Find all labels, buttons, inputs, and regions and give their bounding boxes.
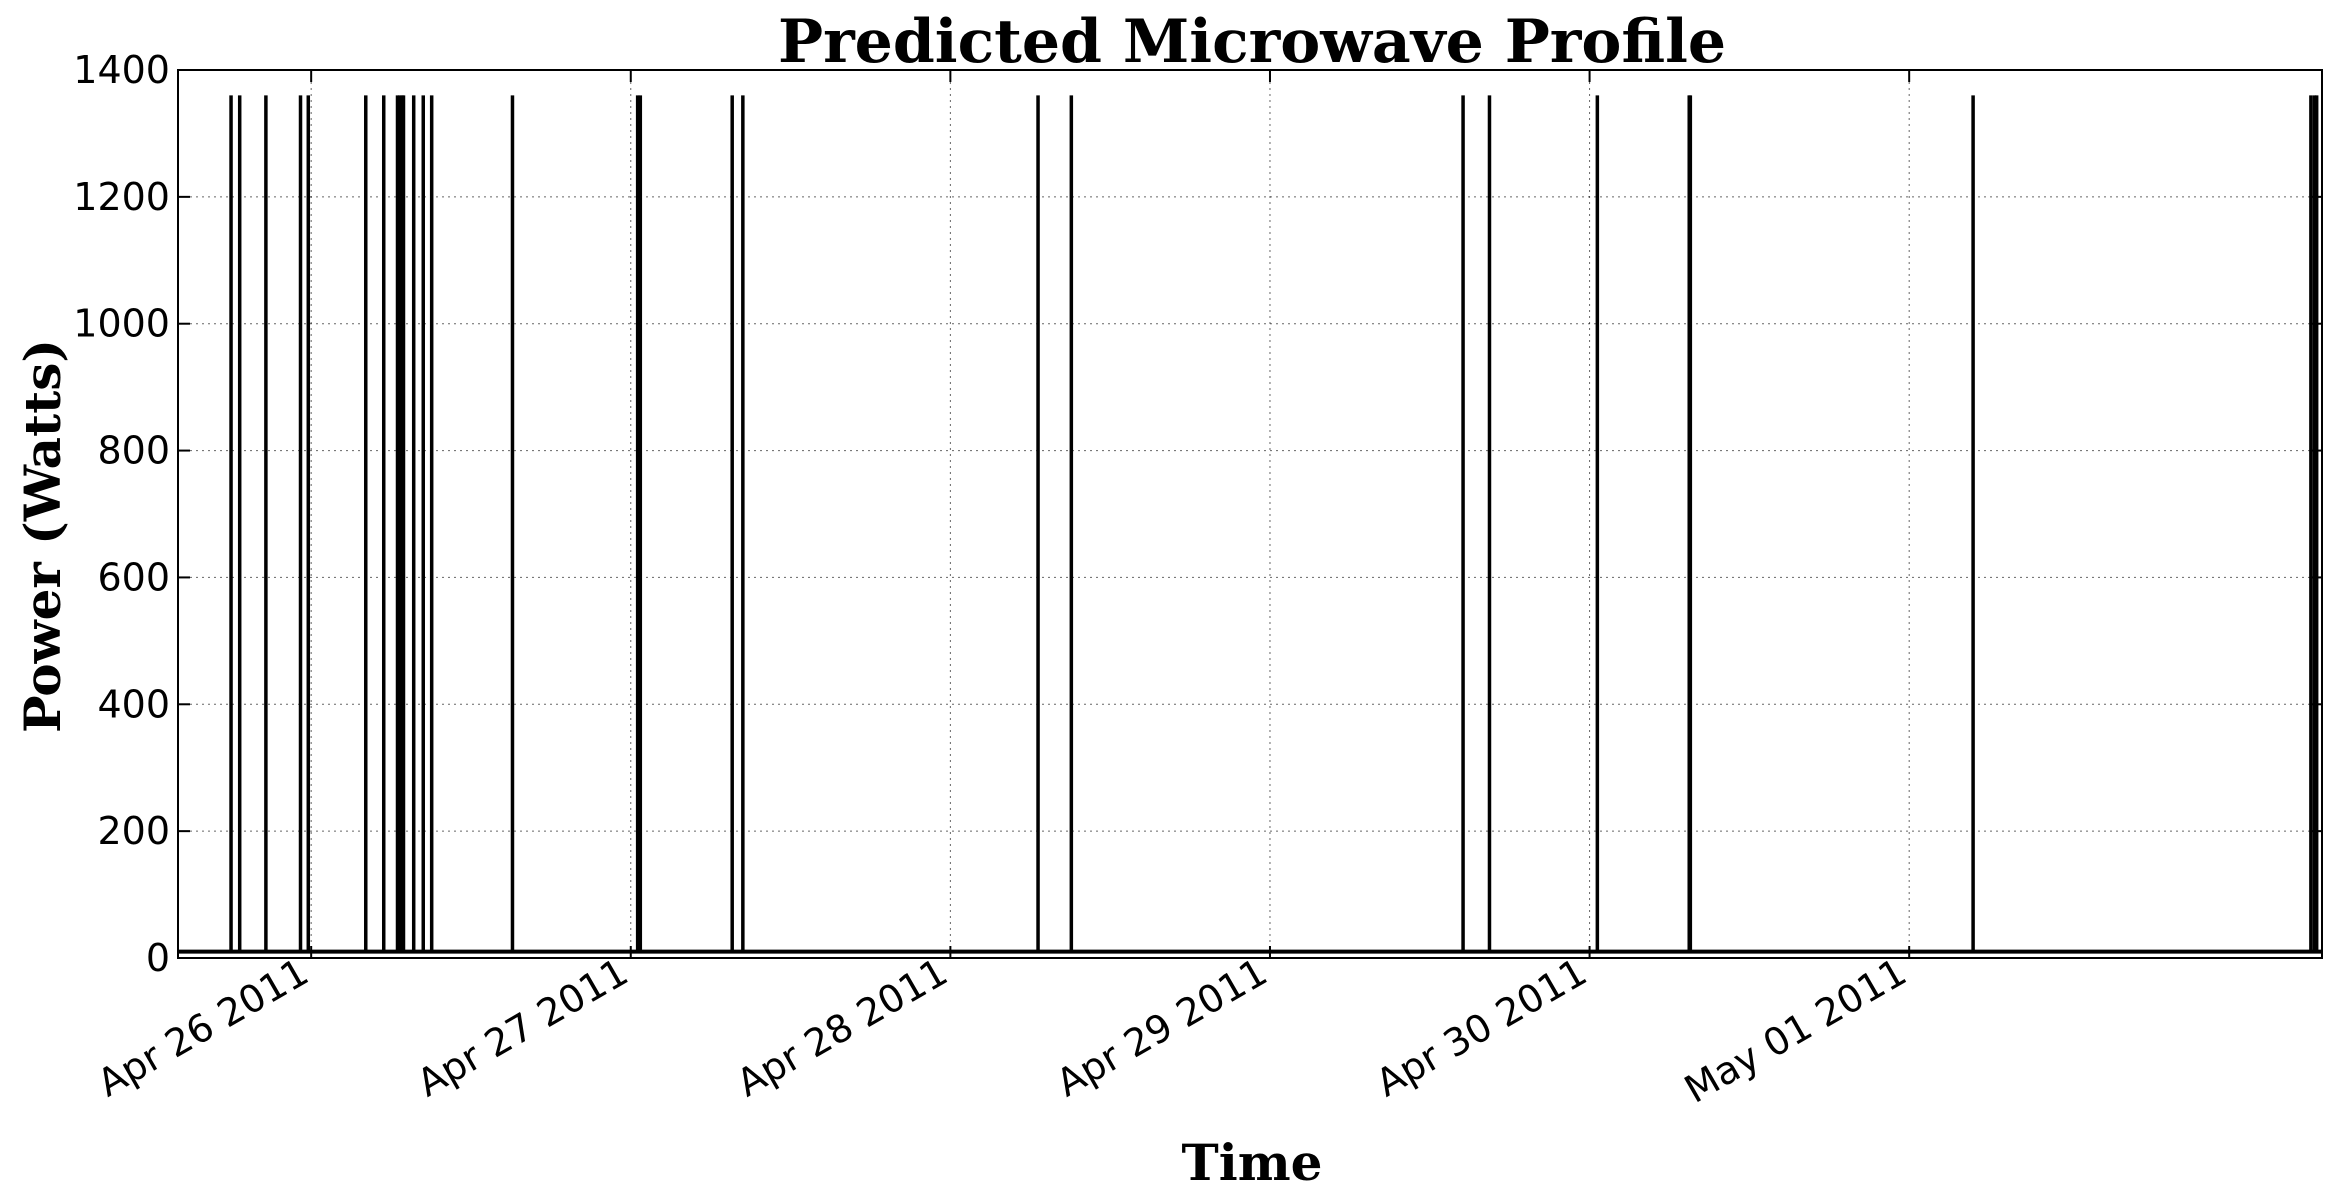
plot-area	[177, 69, 2323, 959]
x-tick-label: Apr 29 2011	[1049, 950, 1274, 1106]
chart-title: Predicted Microwave Profile	[778, 7, 1726, 77]
y-tick-label: 400	[97, 682, 170, 726]
x-tick-label: Apr 27 2011	[410, 950, 635, 1106]
y-tick-label: 600	[97, 555, 170, 599]
y-tick-label: 200	[97, 809, 170, 853]
y-tick-label: 0	[146, 936, 170, 980]
y-axis: 0 200 400 600 800 1000 1200 1400	[73, 48, 2322, 980]
y-tick-label: 1000	[73, 302, 170, 346]
y-axis-label: Power (Watts)	[13, 339, 72, 733]
grid	[178, 69, 2322, 959]
series-line	[178, 95, 2322, 954]
x-tick-label: Apr 30 2011	[1369, 950, 1594, 1106]
x-axis: Apr 26 2011 Apr 27 2011 Apr 28 2011 Apr 29 …	[90, 70, 1914, 1112]
x-tick-label: Apr 28 2011	[729, 950, 954, 1106]
x-tick-label: May 01 2011	[1677, 950, 1914, 1112]
x-axis-label: Time	[1182, 1133, 1323, 1192]
y-tick-label: 1200	[73, 175, 170, 219]
x-tick-label: Apr 26 2011	[90, 950, 315, 1106]
y-tick-label: 800	[97, 429, 170, 473]
y-tick-label: 1400	[73, 48, 170, 92]
